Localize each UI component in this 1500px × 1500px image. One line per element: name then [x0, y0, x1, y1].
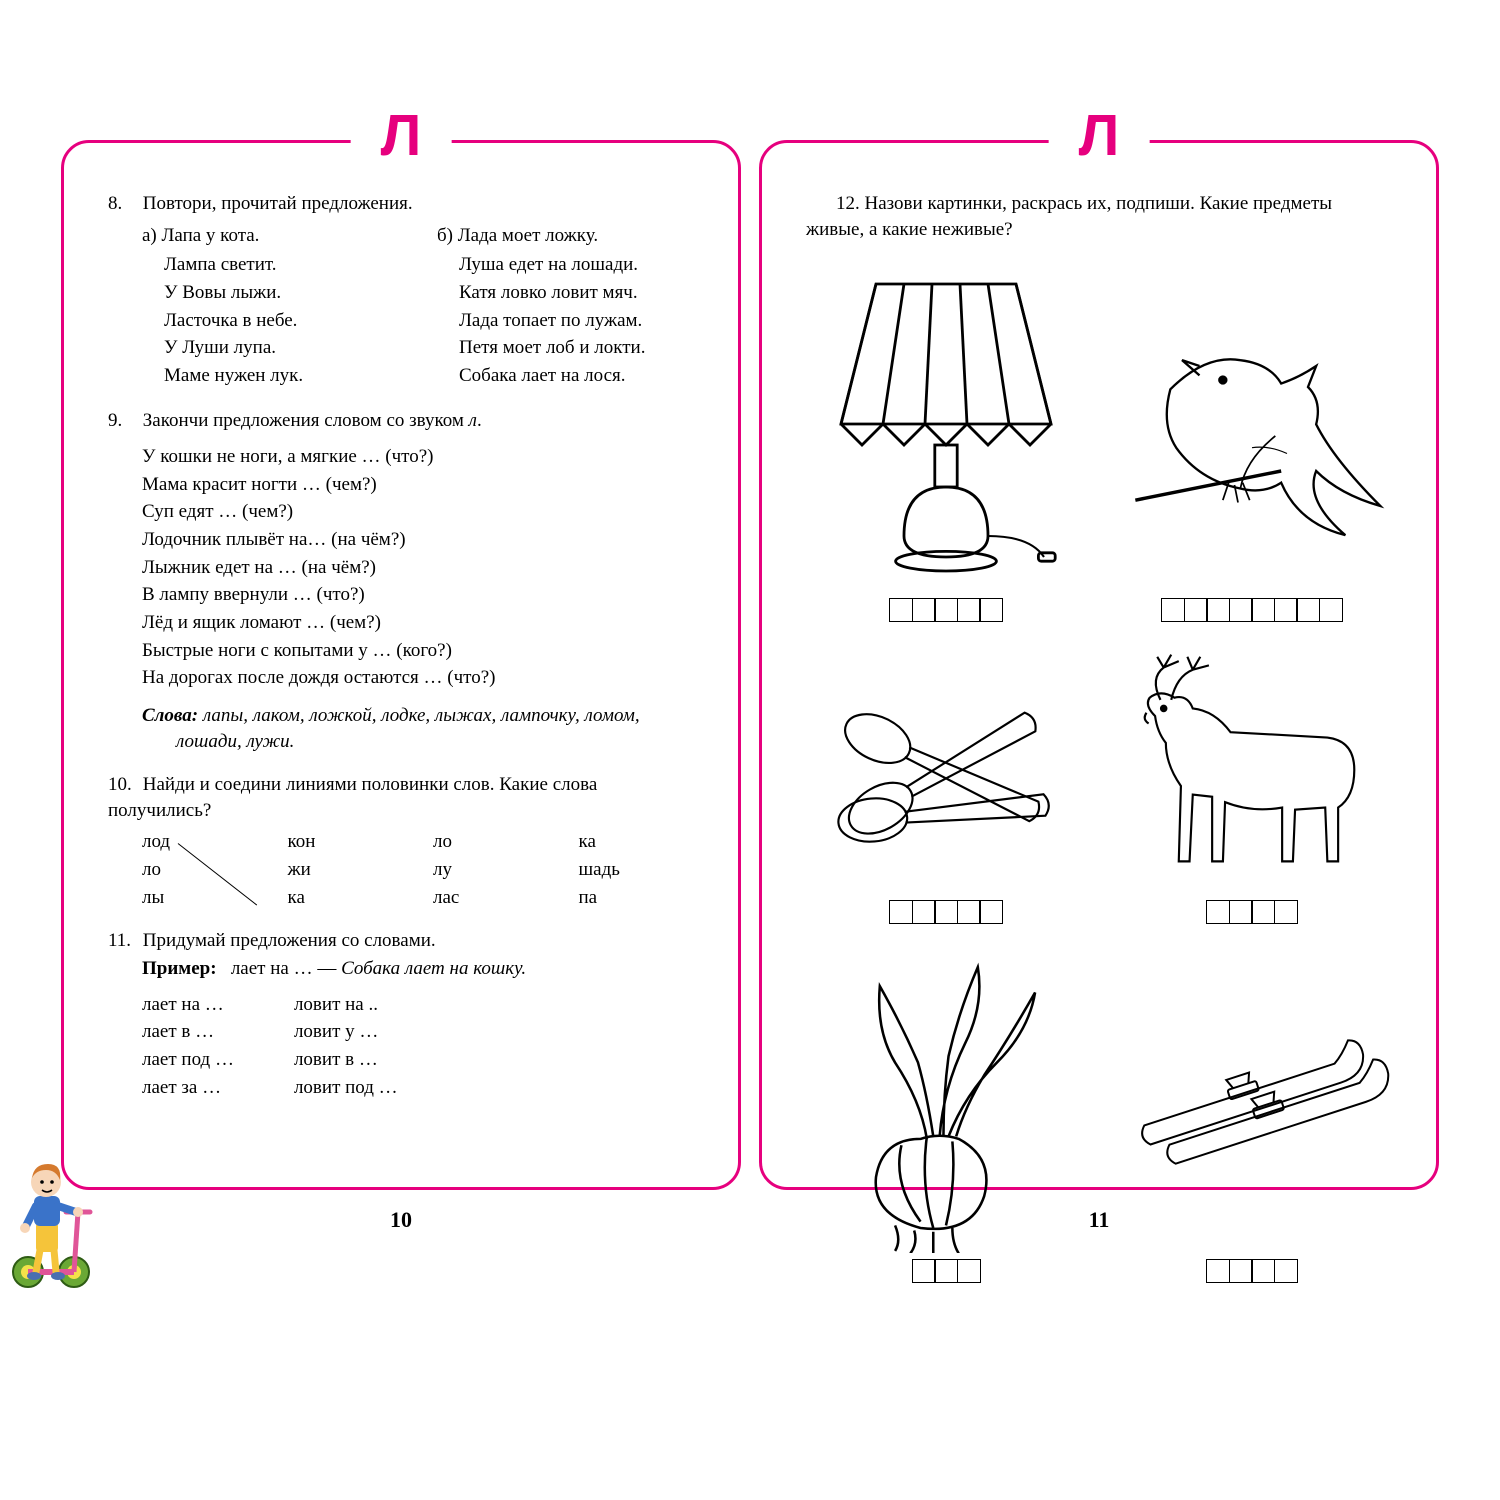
page-number: 10 [390, 1207, 412, 1233]
letter-boxes[interactable] [1206, 900, 1298, 924]
pic-skis [1112, 948, 1392, 1283]
letter-boxes[interactable] [1206, 1259, 1298, 1283]
ex8-col-b: б) Лада моет ложку. Луша едет на лошади.… [437, 223, 694, 391]
ex11-col-b: ловит на .. ловит у … ловит в … ловит по… [294, 992, 398, 1103]
swallow-icon [1112, 256, 1392, 592]
page-left: Л 8. Повтори, прочитай предложения. а) Л… [61, 140, 741, 1190]
letter-boxes[interactable] [912, 1259, 981, 1283]
exercise-8: 8. Повтори, прочитай предложения. а) Лап… [108, 191, 694, 390]
letter-boxes[interactable] [889, 598, 1003, 622]
ex-title: Назови картинки, раскрась их, подпиши. К… [806, 193, 1332, 240]
exercise-10: 10. Найди и соедини линиями половинки сл… [108, 772, 694, 910]
spoons-icon [806, 646, 1086, 894]
pic-swallow [1112, 256, 1392, 622]
example-stem: лает на … — [231, 958, 341, 979]
example-answer: Собака лает на кошку. [341, 958, 526, 979]
picture-grid [806, 256, 1392, 1136]
ex-title: Повтори, прочитай предложения. [143, 193, 413, 214]
ex-num: 11. [108, 928, 138, 954]
ex-title: Закончи предложения словом со звуком л. [143, 410, 482, 431]
pic-lamp [806, 256, 1086, 622]
letter-header: Л [1049, 107, 1150, 165]
scooter-child-icon [6, 1150, 106, 1290]
ex-num: 9. [108, 408, 138, 434]
letter-boxes[interactable] [1161, 598, 1343, 622]
exercise-12: 12. Назови картинки, раскрась их, подпиш… [806, 191, 1392, 242]
ex11-columns: лает на … лает в … лает под … лает за … … [142, 992, 694, 1103]
ex8-columns: а) Лапа у кота. Лампа светит. У Вовы лыж… [142, 223, 694, 391]
exercise-11: 11. Придумай предложения со словами. При… [108, 928, 694, 1102]
pic-onion [806, 948, 1086, 1283]
page-right: Л 12. Назови картинки, раскрась их, подп… [759, 140, 1439, 1190]
exercise-9: 9. Закончи предложения словом со звуком … [108, 408, 694, 754]
lamp-icon [806, 256, 1086, 592]
ex-num: 12. [836, 193, 860, 214]
ex8-col-a: а) Лапа у кота. Лампа светит. У Вовы лыж… [142, 223, 399, 391]
ex11-col-a: лает на … лает в … лает под … лает за … [142, 992, 234, 1103]
col-b-label: б) [437, 225, 453, 246]
words-label: Слова: [142, 705, 198, 726]
example-label: Пример: [142, 958, 217, 979]
words-list: лапы, лаком, ложкой, лодке, лыжах, лампо… [176, 705, 640, 752]
word-halves-grid: лод кон ло ка ло жи лу шадь лы ка лас па [142, 829, 694, 910]
moose-icon [1112, 646, 1392, 894]
pic-spoons [806, 646, 1086, 924]
pic-moose [1112, 646, 1392, 924]
ex-title: Найди и соедини линиями половинки слов. … [108, 774, 597, 821]
letter-boxes[interactable] [889, 900, 1003, 924]
ex-num: 8. [108, 191, 138, 217]
col-a-label: а) [142, 225, 157, 246]
page-number: 11 [1089, 1207, 1110, 1233]
book-spread: Л 8. Повтори, прочитай предложения. а) Л… [0, 0, 1500, 1250]
skis-icon [1112, 948, 1392, 1253]
letter-header: Л [351, 107, 452, 165]
onion-icon [806, 948, 1086, 1253]
ex-num: 10. [108, 772, 138, 798]
ex-title: Придумай предложения со словами. [143, 930, 436, 951]
